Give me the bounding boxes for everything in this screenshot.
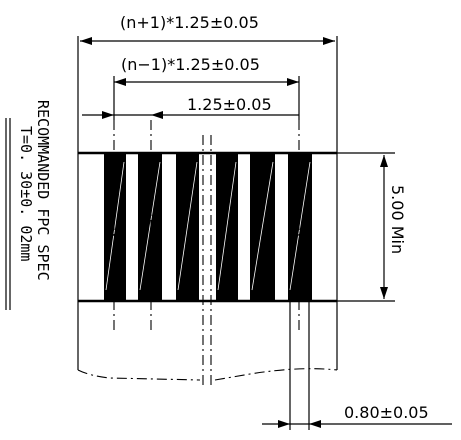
contact-pads — [104, 154, 312, 300]
pad-hatch-line — [105, 161, 125, 291]
pad-hatch-line — [139, 161, 161, 291]
pad-hatch-line — [289, 161, 311, 291]
break-mark — [203, 228, 211, 232]
break-mark — [203, 210, 211, 214]
dim-length-arrow-top — [380, 155, 388, 167]
dim-inner-arrow-right — [287, 78, 299, 86]
break-mark — [203, 183, 211, 187]
break-mark — [203, 192, 211, 196]
side-note: RECOMMANDED FPC SPEC T=0. 30±0. 02mm — [5, 100, 52, 310]
fpc-body — [77, 36, 338, 381]
dim-trace-label: 0.80±0.05 — [344, 403, 429, 422]
dim-length-arrow-bottom — [380, 287, 388, 299]
break-mark — [203, 246, 211, 250]
center-lines — [113, 120, 300, 385]
dim-overall-arrow-left — [80, 37, 92, 45]
break-mark — [203, 174, 211, 178]
dim-trace-arrow-right — [309, 420, 321, 428]
dim-trace-arrow-left — [278, 420, 290, 428]
break-mark — [203, 165, 211, 169]
side-note-line2: T=0. 30±0. 02mm — [17, 126, 35, 261]
dim-pitch-arrow-right — [151, 111, 163, 119]
break-mark — [203, 282, 211, 286]
break-mark — [203, 201, 211, 205]
dim-overall: (n+1)*1.25±0.05 — [80, 13, 335, 45]
dim-overall-arrow-right — [323, 37, 335, 45]
dim-inner-label: (n−1)*1.25±0.05 — [121, 55, 260, 74]
side-note-line1: RECOMMANDED FPC SPEC — [34, 100, 52, 281]
break-mark — [203, 156, 211, 160]
dim-length: 5.00 Min — [337, 152, 407, 302]
pad-hatch-line — [217, 161, 237, 291]
pad-hatch-line — [251, 161, 274, 291]
break-mark — [203, 291, 211, 295]
dim-trace-width: 0.80±0.05 — [262, 301, 452, 430]
fpc-break-line — [77, 368, 338, 381]
dim-pitch-arrow-left — [102, 111, 114, 119]
break-mark — [203, 255, 211, 259]
break-mark — [203, 219, 211, 223]
break-mark — [203, 264, 211, 268]
dim-pitch-label: 1.25±0.05 — [187, 95, 272, 114]
dim-pitch: 1.25±0.05 — [82, 95, 299, 119]
dim-length-label: 5.00 Min — [388, 185, 407, 254]
dim-inner: (n−1)*1.25±0.05 — [113, 55, 300, 120]
break-mark — [203, 273, 211, 277]
break-mark — [203, 237, 211, 241]
dim-inner-arrow-left — [114, 78, 126, 86]
pad-hatch-line — [177, 161, 198, 291]
dim-overall-label: (n+1)*1.25±0.05 — [120, 13, 259, 32]
